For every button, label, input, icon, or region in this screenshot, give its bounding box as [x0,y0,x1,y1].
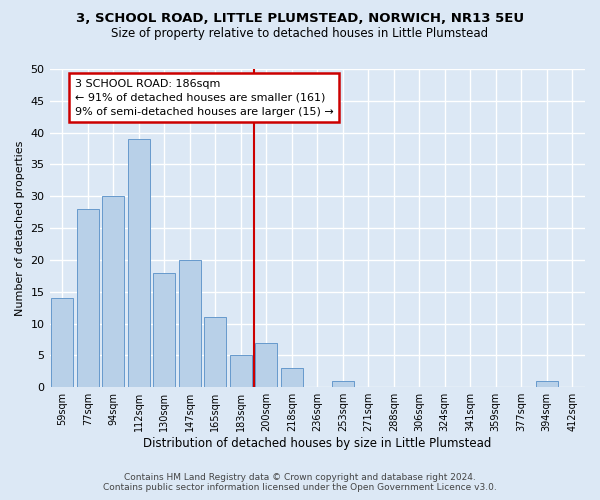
Bar [256,342,277,387]
Bar [205,317,226,387]
Text: Size of property relative to detached houses in Little Plumstead: Size of property relative to detached ho… [112,28,488,40]
Bar [536,381,557,387]
X-axis label: Distribution of detached houses by size in Little Plumstead: Distribution of detached houses by size … [143,437,491,450]
Bar [230,356,251,387]
Text: Contains HM Land Registry data © Crown copyright and database right 2024.
Contai: Contains HM Land Registry data © Crown c… [103,473,497,492]
Bar [52,298,73,387]
Bar [281,368,302,387]
Bar [128,139,149,387]
Bar [179,260,200,387]
Bar [332,381,353,387]
Text: 3, SCHOOL ROAD, LITTLE PLUMSTEAD, NORWICH, NR13 5EU: 3, SCHOOL ROAD, LITTLE PLUMSTEAD, NORWIC… [76,12,524,26]
Y-axis label: Number of detached properties: Number of detached properties [15,140,25,316]
Bar [77,209,98,387]
Bar [154,272,175,387]
Bar [103,196,124,387]
Text: 3 SCHOOL ROAD: 186sqm
← 91% of detached houses are smaller (161)
9% of semi-deta: 3 SCHOOL ROAD: 186sqm ← 91% of detached … [75,78,334,116]
